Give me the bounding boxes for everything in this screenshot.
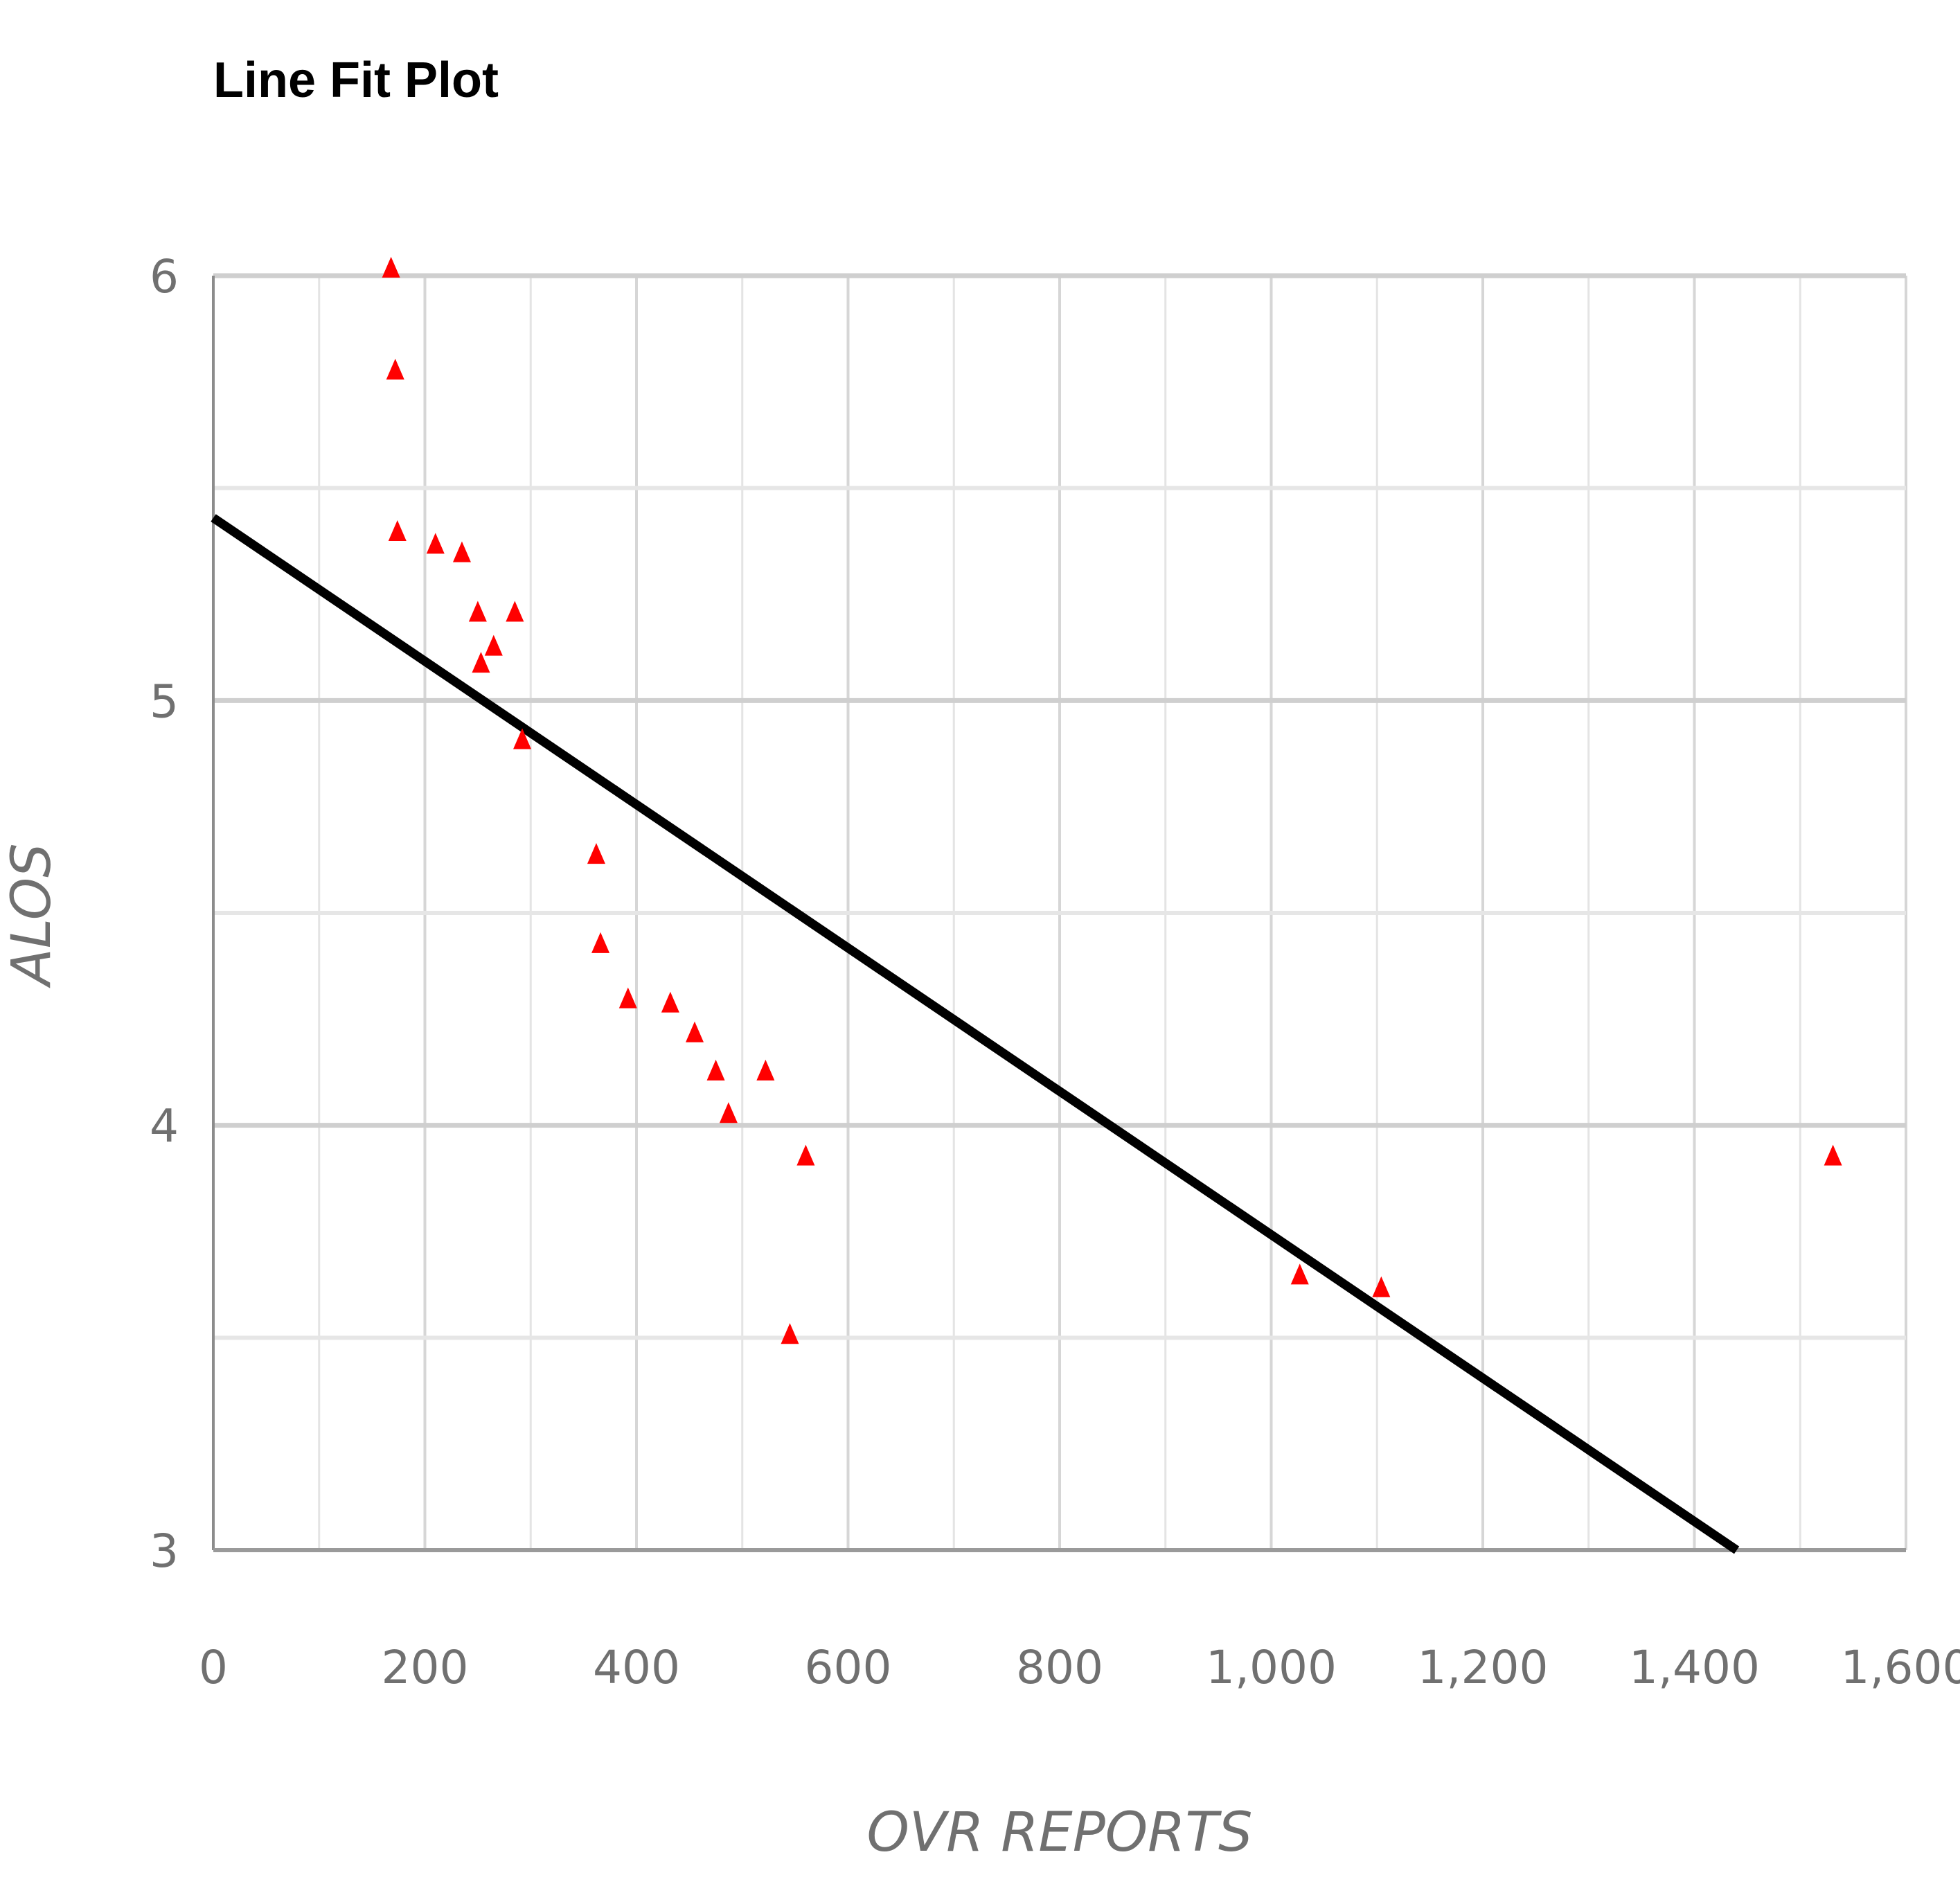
data-point xyxy=(591,932,610,953)
data-point xyxy=(781,1323,799,1344)
x-tick-label: 1,200 xyxy=(1418,1641,1549,1694)
chart-title: Line Fit Plot xyxy=(213,53,499,108)
data-point xyxy=(1372,1276,1391,1297)
y-tick-label: 3 xyxy=(150,1525,179,1578)
x-tick-label: 400 xyxy=(593,1641,680,1694)
y-tick-labels: 3 4 5 6 xyxy=(150,250,179,1578)
data-point xyxy=(618,987,637,1008)
fit-line-layer xyxy=(211,514,1740,1554)
y-tick-label: 4 xyxy=(150,1100,179,1153)
data-point xyxy=(472,652,490,673)
x-tick-label: 1,000 xyxy=(1206,1641,1337,1694)
data-point xyxy=(468,601,487,622)
data-point xyxy=(686,1021,704,1042)
x-tick-label: 200 xyxy=(382,1641,469,1694)
data-point xyxy=(386,358,404,380)
data-points xyxy=(382,256,1842,1344)
data-point xyxy=(506,601,524,622)
x-tick-label: 1,600 xyxy=(1841,1641,1960,1694)
fit-line xyxy=(211,514,1740,1554)
data-point xyxy=(452,541,471,562)
data-point xyxy=(484,634,503,656)
data-point xyxy=(587,843,605,864)
x-tick-label: 0 xyxy=(199,1641,228,1694)
grid xyxy=(213,273,1907,1550)
data-point xyxy=(796,1144,815,1166)
axes xyxy=(212,276,1906,1552)
x-tick-label: 1,400 xyxy=(1629,1641,1760,1694)
data-point xyxy=(382,256,400,278)
x-tick-label: 600 xyxy=(805,1641,892,1694)
data-point xyxy=(1824,1144,1842,1166)
data-point xyxy=(426,533,445,554)
data-point xyxy=(513,728,532,749)
x-tick-label: 800 xyxy=(1016,1641,1103,1694)
y-axis-title: ALOS xyxy=(1,843,63,988)
y-tick-label: 6 xyxy=(150,250,179,303)
data-point xyxy=(756,1059,775,1081)
x-axis-title: OVR REPORTS xyxy=(866,1802,1252,1864)
data-point xyxy=(706,1059,725,1081)
data-point xyxy=(661,991,679,1013)
y-tick-label: 5 xyxy=(150,675,179,728)
data-point xyxy=(388,520,407,541)
data-point xyxy=(1290,1263,1309,1285)
x-tick-labels: 0 200 400 600 800 1,000 1,200 1,400 1,600 xyxy=(199,1641,1960,1694)
data-point xyxy=(719,1102,738,1123)
